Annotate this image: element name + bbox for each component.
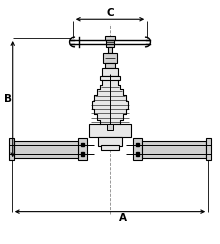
Bar — [81, 143, 84, 146]
Bar — [89, 124, 131, 137]
Bar — [102, 68, 118, 76]
Bar — [9, 138, 14, 160]
Bar — [133, 138, 142, 160]
Text: C: C — [106, 8, 114, 18]
Bar — [104, 63, 116, 68]
Bar — [206, 138, 211, 160]
Text: B: B — [4, 94, 12, 104]
Bar — [78, 138, 87, 160]
Bar — [81, 152, 84, 156]
Bar — [103, 53, 117, 63]
Bar — [104, 36, 116, 40]
Bar — [142, 141, 206, 158]
Bar — [107, 124, 113, 130]
Bar — [106, 39, 114, 47]
Bar — [136, 143, 139, 146]
Bar — [98, 137, 122, 146]
Bar — [108, 47, 112, 53]
Text: A: A — [119, 213, 127, 223]
Polygon shape — [92, 81, 128, 124]
Bar — [136, 152, 139, 156]
Bar — [100, 76, 120, 81]
Bar — [101, 145, 119, 150]
Bar — [14, 141, 78, 158]
